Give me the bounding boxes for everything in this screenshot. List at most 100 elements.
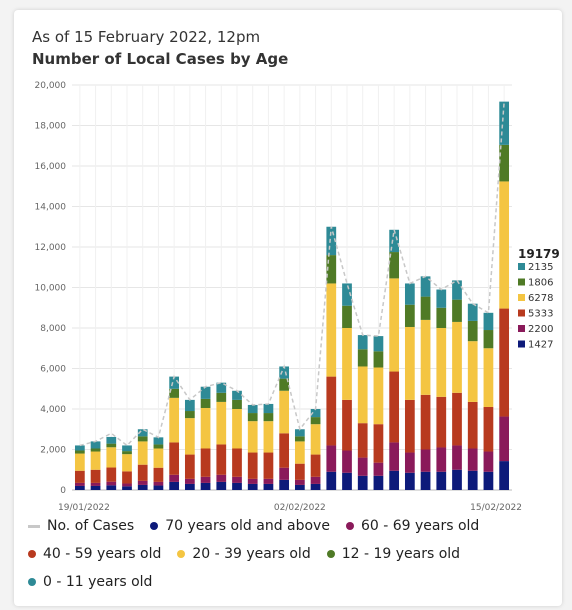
legend-label-40-59: 40 - 59 years old xyxy=(43,546,162,562)
bar-segment xyxy=(247,404,258,414)
y-tick-label: 6,000 xyxy=(40,365,66,375)
bar-segment xyxy=(499,101,510,145)
bar-segment xyxy=(373,367,384,425)
bar-segment xyxy=(342,305,352,328)
bar-segment xyxy=(342,328,352,400)
x-tick-label: 02/02/2022 xyxy=(274,503,326,513)
bar-segment xyxy=(404,304,415,327)
legend-item-70-plus[interactable]: 70 years old and above xyxy=(150,518,330,534)
annotation-value: 2135 xyxy=(528,262,553,273)
bar-segment xyxy=(200,448,211,477)
bar-segment xyxy=(106,485,117,490)
bar-segment xyxy=(74,485,85,490)
bar-segment xyxy=(216,392,227,402)
legend-item-60-69[interactable]: 60 - 69 years old xyxy=(345,518,480,534)
bar-segment xyxy=(483,312,494,331)
bar-segment xyxy=(184,399,195,412)
bar-segment xyxy=(357,349,368,367)
annotation-swatch xyxy=(518,278,525,286)
legend-item-0-11[interactable]: 0 - 11 years old xyxy=(28,574,152,590)
bar-segment xyxy=(467,303,478,321)
legend-item-40-59[interactable]: 40 - 59 years old xyxy=(28,546,161,562)
bar-segment xyxy=(310,417,321,425)
bar-segment xyxy=(279,479,290,490)
bar-segment xyxy=(452,469,462,490)
legend-dot-icon xyxy=(150,522,159,530)
bar-segment xyxy=(216,382,227,393)
bar-segment xyxy=(200,407,211,449)
bar-segment xyxy=(499,308,510,417)
legend-dot-icon xyxy=(326,550,335,558)
bar-segment xyxy=(483,406,494,452)
legend-label-12-19: 12 - 19 years old xyxy=(341,546,461,562)
bar-segment xyxy=(467,341,478,402)
annotation-swatch xyxy=(518,325,525,332)
bar-segment xyxy=(153,448,164,468)
bar-segment xyxy=(169,376,180,389)
bar-segment xyxy=(389,442,400,471)
bar-segment xyxy=(106,467,117,482)
bar-segment xyxy=(294,436,305,442)
x-tick-label: 15/02/2022 xyxy=(470,503,522,513)
legend-label-0-11: 0 - 11 years old xyxy=(43,574,153,590)
bar-segment xyxy=(263,413,274,422)
bar-segment xyxy=(373,424,384,463)
bar-segment xyxy=(389,371,400,443)
bar-segment xyxy=(357,366,368,424)
legend-item-total[interactable]: No. of Cases xyxy=(28,518,134,534)
bar-segment xyxy=(153,437,164,445)
y-tick-label: 4,000 xyxy=(40,405,66,415)
bar-segment xyxy=(499,144,510,182)
bar-segment xyxy=(90,485,101,490)
bar-segment xyxy=(216,474,227,482)
bar-segment xyxy=(137,441,148,465)
bar-segment xyxy=(483,471,494,490)
bar-segment xyxy=(279,433,290,468)
bar-segment xyxy=(483,451,494,472)
bar-segment xyxy=(483,348,494,407)
bar-segment xyxy=(232,448,242,477)
bar-segment xyxy=(389,252,400,279)
y-tick-label: 14,000 xyxy=(35,203,67,213)
legend-item-20-39[interactable]: 20 - 39 years old xyxy=(177,546,311,562)
bar-segment xyxy=(452,321,462,393)
bar-segment xyxy=(137,480,148,485)
bar-segment xyxy=(263,452,274,479)
bar-segment xyxy=(342,472,352,490)
bar-segment xyxy=(232,409,242,449)
bar-segment xyxy=(310,409,321,418)
x-tick-label: 19/01/2022 xyxy=(58,503,110,513)
annotation-swatch xyxy=(518,309,525,317)
bar-segment xyxy=(499,181,510,309)
annotation-value: 5333 xyxy=(528,309,553,320)
bar-segment xyxy=(90,451,101,470)
bar-segment xyxy=(452,445,462,470)
bar-segment xyxy=(106,436,117,444)
bar-segment xyxy=(232,482,242,490)
bar-segment xyxy=(232,476,242,483)
bar-segment xyxy=(200,386,211,399)
bar-segment xyxy=(169,481,180,490)
bar-segment xyxy=(200,482,211,490)
bar-segment xyxy=(420,276,431,297)
legend-label-60-69: 60 - 69 years old xyxy=(360,518,480,534)
bar-segment xyxy=(404,283,415,305)
bar-segment xyxy=(420,296,431,320)
bar-segment xyxy=(122,451,132,455)
bar-segment xyxy=(326,255,337,284)
annotation-total: 19179 xyxy=(518,247,560,261)
bar-segment xyxy=(436,328,447,397)
bar-segment xyxy=(499,416,510,462)
bar-segment xyxy=(153,481,164,486)
bar-segment xyxy=(436,471,447,490)
annotation-swatch xyxy=(518,294,525,301)
bar-segment xyxy=(294,484,305,490)
legend-item-12-19[interactable]: 12 - 19 years old xyxy=(326,546,461,562)
bar-segment xyxy=(200,398,211,408)
bar-segment xyxy=(436,396,447,448)
bar-segment xyxy=(247,413,258,422)
legend-dot-icon xyxy=(177,550,186,558)
bar-segment xyxy=(184,454,195,479)
annotation-swatch xyxy=(518,263,525,270)
bar-segment xyxy=(357,423,368,458)
